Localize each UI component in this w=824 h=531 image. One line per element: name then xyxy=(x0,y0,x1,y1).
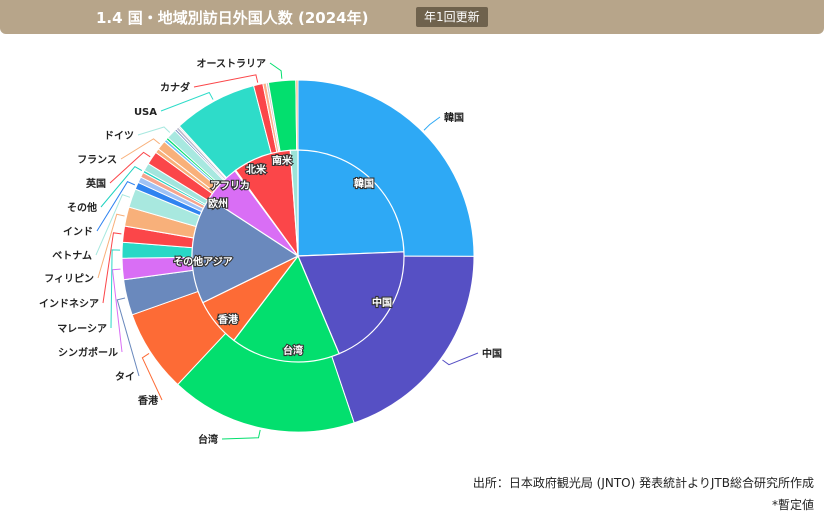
inner-label-6: アフリカ xyxy=(210,180,250,192)
inner-slice-2 xyxy=(232,254,340,363)
outer-label-3: 香港 xyxy=(138,394,159,407)
outer-slice-29 xyxy=(295,79,299,257)
leader-line-2 xyxy=(221,429,261,440)
chart-title: 1.4 国・地域別訪日外国人数 (2024年) xyxy=(96,9,369,27)
inner-label-7: 北米 xyxy=(246,163,267,176)
leader-line-9 xyxy=(95,194,131,256)
outer-label-2: 台湾 xyxy=(198,433,218,446)
inner-label-0: 韓国 xyxy=(354,177,374,190)
leader-line-8 xyxy=(97,213,125,279)
outer-label-17: オーストラリア xyxy=(197,58,267,70)
update-frequency-badge: 年1回更新 xyxy=(416,7,488,27)
outer-label-7: インドネシア xyxy=(39,298,99,310)
outer-label-5: シンガポール xyxy=(58,346,118,359)
header-bar: 1.4 国・地域別訪日外国人数 (2024年) 年1回更新 xyxy=(0,0,824,34)
inner-label-1: 中国 xyxy=(372,296,392,309)
outer-label-10: インド xyxy=(63,226,93,238)
leader-line-5 xyxy=(111,268,123,353)
outer-label-9: ベトナム xyxy=(52,250,92,262)
outer-label-13: フランス xyxy=(77,154,117,166)
outer-label-0: 韓国 xyxy=(444,111,464,124)
leader-line-0 xyxy=(423,116,441,131)
outer-label-8: フィリピン xyxy=(44,273,94,285)
outer-label-11: その他 xyxy=(67,201,97,214)
leader-line-14 xyxy=(137,126,171,136)
outer-label-12: 英国 xyxy=(85,177,106,190)
leader-line-15 xyxy=(160,91,214,112)
leader-line-4 xyxy=(116,297,140,377)
leader-line-16 xyxy=(193,74,259,88)
outer-label-1: 中国 xyxy=(482,347,502,360)
source-note: 出所：日本政府観光局 (JNTO) 発表統計よりJTB総合研究所作成 xyxy=(472,476,814,490)
outer-label-14: ドイツ xyxy=(104,130,134,142)
inner-slice-1 xyxy=(297,251,405,355)
leader-line-7 xyxy=(102,232,122,304)
leader-line-12 xyxy=(109,151,151,184)
inner-slice-4 xyxy=(191,197,300,304)
inner-slice-0 xyxy=(297,149,405,257)
leader-line-1 xyxy=(442,352,479,366)
inner-label-8: 南米 xyxy=(272,154,293,167)
leader-line-3 xyxy=(141,353,163,401)
outer-label-15: USA xyxy=(134,107,157,118)
inner-label-5: 欧州 xyxy=(208,197,228,210)
inner-label-4: その他アジア xyxy=(173,255,233,268)
leader-line-10 xyxy=(96,181,136,232)
inner-label-2: 台湾 xyxy=(283,344,303,357)
leader-line-13 xyxy=(120,138,161,160)
outer-label-4: タイ xyxy=(115,371,135,383)
provisional-note: *暫定値 xyxy=(771,498,814,512)
leader-line-17 xyxy=(269,62,283,79)
leader-line-6 xyxy=(110,249,121,329)
inner-slice-8 xyxy=(289,149,299,257)
leader-line-11 xyxy=(100,166,143,208)
outer-label-16: カナダ xyxy=(160,81,190,94)
outer-label-6: マレーシア xyxy=(57,323,107,335)
inner-label-3: 香港 xyxy=(218,313,239,326)
donut-chart: 韓国中国台湾香港その他アジア欧州アフリカ北米南米韓国中国台湾香港タイシンガポール… xyxy=(39,58,502,446)
